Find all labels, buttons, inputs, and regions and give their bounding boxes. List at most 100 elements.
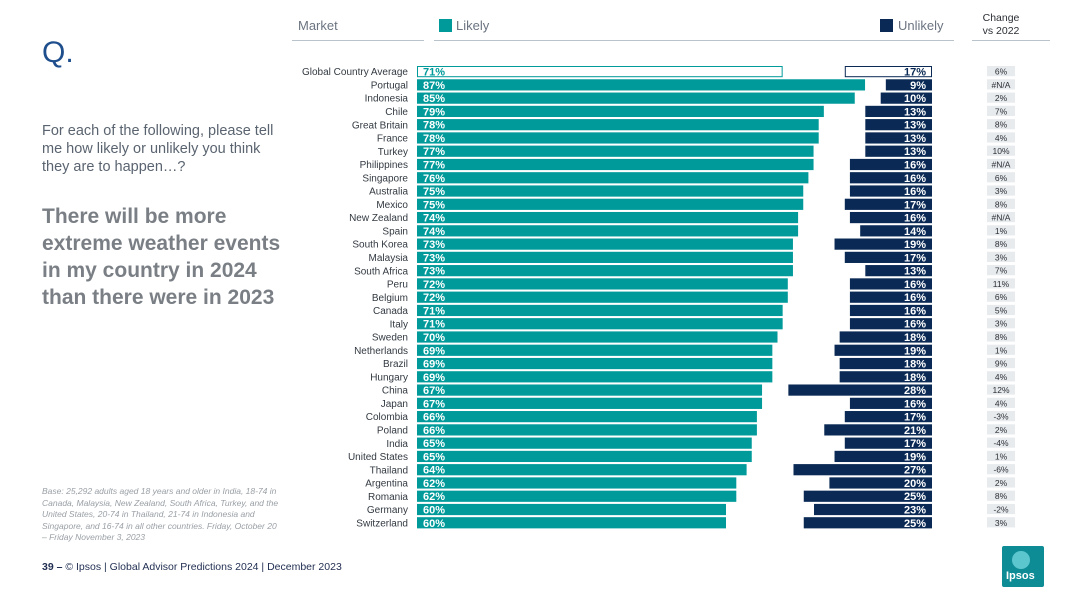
likely-value-label: 77% xyxy=(423,146,445,158)
market-label: France xyxy=(377,134,409,145)
likely-value-label: 74% xyxy=(423,213,445,225)
change-value-label: 3% xyxy=(995,252,1008,262)
likely-value-label: 67% xyxy=(423,385,445,397)
change-value-label: #N/A xyxy=(992,159,1011,169)
market-label: Mexico xyxy=(376,200,408,211)
likely-bar xyxy=(417,79,866,91)
change-cell xyxy=(987,265,1015,276)
change-value-label: 2% xyxy=(995,93,1008,103)
change-header-rule xyxy=(972,40,1050,41)
unlikely-value-label: 18% xyxy=(904,359,926,371)
unlikely-value-label: 16% xyxy=(904,279,926,291)
change-cell xyxy=(987,331,1015,342)
change-cell xyxy=(987,477,1015,488)
likely-value-label: 65% xyxy=(423,451,445,463)
change-value-label: 8% xyxy=(995,332,1008,342)
likely-value-label: 69% xyxy=(423,345,445,357)
question-intro: For each of the following, please tell m… xyxy=(42,123,274,175)
unlikely-value-label: 13% xyxy=(904,266,926,278)
likely-value-label: 62% xyxy=(423,478,445,490)
likely-value-label: 71% xyxy=(423,67,445,79)
market-label: Switzerland xyxy=(356,518,408,529)
change-cell xyxy=(987,464,1015,475)
likely-value-label: 78% xyxy=(423,133,445,145)
market-label: Romania xyxy=(368,492,408,503)
unlikely-bar xyxy=(865,265,932,277)
likely-bar xyxy=(417,397,763,409)
unlikely-bar xyxy=(829,477,932,489)
change-cell xyxy=(987,105,1015,117)
change-cell xyxy=(987,132,1015,143)
change-cell xyxy=(987,450,1015,462)
unlikely-bar xyxy=(844,198,932,210)
market-label: Germany xyxy=(367,505,408,516)
change-value-label: 7% xyxy=(995,106,1008,116)
change-value-label: 9% xyxy=(995,359,1008,369)
unlikely-bar xyxy=(839,357,932,370)
unlikely-bar xyxy=(834,238,932,250)
likely-bar xyxy=(417,477,737,489)
market-label: New Zealand xyxy=(349,213,408,224)
unlikely-bar xyxy=(865,119,932,131)
unlikely-bar xyxy=(849,185,932,197)
change-cell xyxy=(987,490,1015,501)
unlikely-value-label: 16% xyxy=(904,305,926,317)
likely-bar xyxy=(417,331,778,343)
likely-legend-swatch xyxy=(439,19,452,32)
unlikely-bar xyxy=(865,105,932,118)
likely-bar xyxy=(417,411,757,423)
market-label: Hungary xyxy=(370,372,408,383)
likely-bar xyxy=(417,238,793,250)
unlikely-header: Unlikely xyxy=(898,18,944,33)
likely-value-label: 69% xyxy=(423,359,445,371)
unlikely-value-label: 9% xyxy=(910,80,926,92)
change-cell xyxy=(987,503,1015,515)
likely-value-label: 79% xyxy=(423,106,445,118)
unlikely-value-label: 13% xyxy=(904,133,926,145)
market-label: Canada xyxy=(373,306,408,317)
unlikely-value-label: 17% xyxy=(904,412,926,424)
unlikely-bar xyxy=(849,318,932,330)
unlikely-value-label: 18% xyxy=(904,332,926,344)
likely-value-label: 73% xyxy=(423,252,445,264)
likely-value-label: 60% xyxy=(423,505,445,517)
unlikely-bar xyxy=(803,517,932,529)
ipsos-logo: Ipsos xyxy=(1002,546,1044,587)
unlikely-value-label: 25% xyxy=(904,491,926,503)
market-label: China xyxy=(382,386,409,397)
unlikely-value-label: 20% xyxy=(904,478,926,490)
change-value-label: 6% xyxy=(995,292,1008,302)
likely-value-label: 71% xyxy=(423,305,445,317)
unlikely-bar xyxy=(849,172,932,184)
unlikely-value-label: 17% xyxy=(904,199,926,211)
change-value-label: -4% xyxy=(993,438,1009,448)
unlikely-value-label: 28% xyxy=(904,385,926,397)
unlikely-value-label: 16% xyxy=(904,398,926,410)
change-value-label: 4% xyxy=(995,398,1008,408)
unlikely-value-label: 13% xyxy=(904,120,926,132)
change-value-label: 12% xyxy=(992,385,1009,395)
unlikely-value-label: 21% xyxy=(904,425,926,437)
change-cell xyxy=(987,344,1015,355)
unlikely-bar xyxy=(865,132,932,144)
market-label: Spain xyxy=(382,226,408,237)
unlikely-value-label: 17% xyxy=(904,438,926,450)
change-value-label: 2% xyxy=(995,425,1008,435)
unlikely-value-label: 27% xyxy=(904,465,926,477)
likely-bar xyxy=(417,66,783,78)
market-label: Global Country Average xyxy=(302,67,408,78)
footer: 39 – © Ipsos | Global Advisor Prediction… xyxy=(42,561,342,573)
chart-header-rule xyxy=(434,40,954,41)
likely-value-label: 72% xyxy=(423,292,445,304)
unlikely-bar xyxy=(860,225,932,237)
change-cell xyxy=(987,397,1015,408)
unlikely-bar xyxy=(788,384,932,396)
unlikely-bar xyxy=(814,503,932,516)
likely-bar xyxy=(417,437,752,449)
unlikely-legend-swatch xyxy=(880,19,893,32)
likely-bar xyxy=(417,503,726,516)
change-value-label: 4% xyxy=(995,372,1008,382)
unlikely-bar xyxy=(844,437,932,449)
unlikely-value-label: 10% xyxy=(904,93,926,105)
